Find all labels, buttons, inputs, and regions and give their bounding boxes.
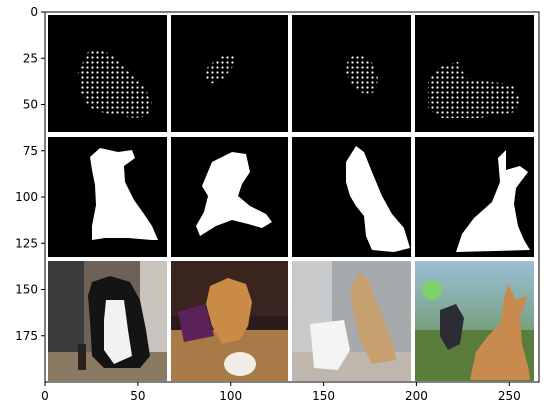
silhouette-4 bbox=[456, 150, 530, 252]
x-tick-label: 150 bbox=[312, 389, 335, 403]
row-photographs bbox=[48, 261, 534, 381]
x-axis: 0 50 100 150 200 250 bbox=[41, 382, 521, 403]
panel-r1c2 bbox=[171, 15, 288, 132]
image-area bbox=[45, 12, 539, 382]
y-tick-label: 50 bbox=[23, 98, 38, 112]
silhouette-3 bbox=[346, 146, 410, 252]
y-tick-label: 100 bbox=[15, 190, 38, 204]
silhouette-2 bbox=[196, 152, 272, 236]
row-silhouette-masks bbox=[48, 137, 534, 257]
y-tick-label: 75 bbox=[23, 144, 38, 158]
dot-mask-2 bbox=[205, 56, 235, 84]
panel-separators bbox=[45, 12, 539, 382]
y-axis: 0 25 50 75 100 125 150 175 bbox=[15, 5, 45, 343]
y-tick-label: 125 bbox=[15, 236, 38, 250]
photo-2 bbox=[171, 261, 288, 381]
dot-mask-4 bbox=[428, 62, 520, 118]
y-tick-label: 175 bbox=[15, 329, 38, 343]
photo-4 bbox=[415, 261, 534, 381]
silhouette-1 bbox=[90, 148, 158, 240]
x-tick-label: 100 bbox=[219, 389, 242, 403]
x-tick-label: 0 bbox=[41, 389, 49, 403]
photo-1 bbox=[48, 261, 167, 381]
row-dot-masks bbox=[48, 15, 534, 132]
y-tick-label: 150 bbox=[15, 283, 38, 297]
y-tick-label: 25 bbox=[23, 51, 38, 65]
photo-3 bbox=[292, 261, 411, 381]
x-tick-label: 250 bbox=[498, 389, 521, 403]
dot-mask-1 bbox=[78, 48, 152, 118]
x-tick-label: 50 bbox=[130, 389, 145, 403]
x-tick-label: 200 bbox=[405, 389, 428, 403]
dot-mask-3 bbox=[346, 54, 378, 94]
y-tick-label: 0 bbox=[30, 5, 38, 19]
